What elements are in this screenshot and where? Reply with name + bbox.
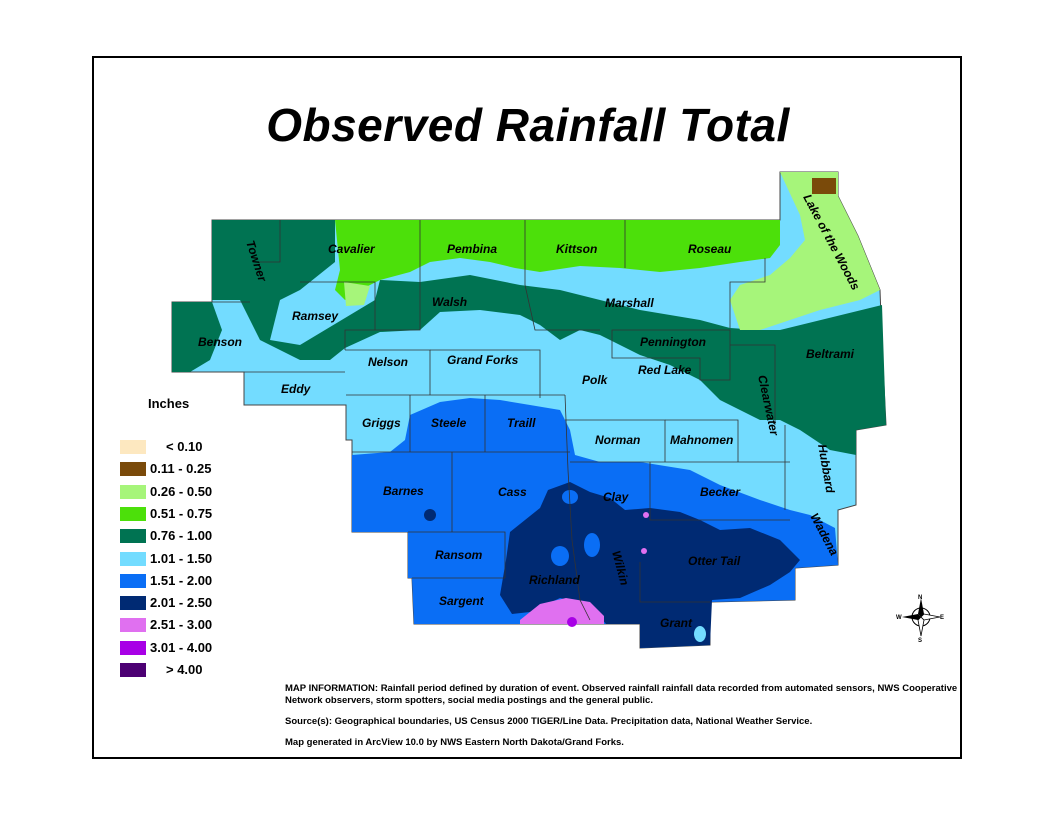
legend-swatch — [120, 573, 146, 588]
county-label-traill: Traill — [507, 416, 536, 430]
zone-bright-green — [335, 220, 780, 300]
county-label-mahnomen: Mahnomen — [670, 433, 733, 447]
legend-label: > 4.00 — [166, 662, 203, 677]
legend-label: < 0.10 — [166, 439, 203, 454]
county-label-red-lake: Red Lake — [638, 363, 692, 377]
county-label-nelson: Nelson — [368, 355, 408, 369]
zone-dark-green-benson — [172, 302, 222, 372]
legend-swatch — [120, 663, 146, 677]
info-generated: Map generated in ArcView 10.0 by NWS Eas… — [285, 737, 624, 748]
legend-swatch — [120, 440, 146, 454]
compass-n: N — [918, 595, 922, 601]
compass-s: S — [918, 638, 922, 642]
county-label-marshall: Marshall — [605, 296, 654, 310]
county-label-becker: Becker — [700, 485, 741, 499]
county-label-roseau: Roseau — [688, 242, 732, 256]
zone-pink-spot-2 — [641, 548, 647, 554]
compass-rose: N S E W — [896, 592, 946, 647]
legend-label: 1.51 - 2.00 — [150, 572, 213, 588]
legend-swatch — [120, 529, 146, 544]
county-label-norman: Norman — [595, 433, 640, 447]
zone-hole-4 — [694, 626, 706, 642]
county-label-cass: Cass — [498, 485, 527, 499]
county-label-grant: Grant — [660, 616, 693, 630]
legend-label: 0.51 - 0.75 — [150, 505, 213, 521]
county-label-griggs: Griggs — [362, 416, 401, 430]
legend-swatch — [120, 596, 146, 611]
legend-label: 2.51 - 3.00 — [150, 617, 213, 633]
zone-navy-spot — [424, 509, 436, 521]
legend-label: 2.01 - 2.50 — [150, 595, 213, 611]
zone-navy — [500, 482, 800, 648]
county-label-beltrami: Beltrami — [806, 347, 855, 361]
legend-swatch — [120, 506, 146, 521]
map-information: MAP INFORMATION: Rainfall period defined… — [285, 683, 965, 758]
legend-swatch — [120, 640, 146, 655]
legend-swatch — [120, 551, 146, 566]
zone-light-green-west — [344, 282, 370, 306]
legend-label: 0.11 - 0.25 — [150, 461, 212, 477]
legend-label: 0.76 - 1.00 — [150, 528, 213, 544]
zone-brown — [812, 178, 836, 194]
zone-pink-spot — [567, 617, 577, 627]
county-label-cavalier: Cavalier — [328, 242, 376, 256]
zone-hole-2 — [551, 546, 569, 566]
legend-label: 1.01 - 1.50 — [150, 550, 213, 566]
zone-hole-3 — [584, 533, 600, 557]
county-label-eddy: Eddy — [281, 382, 312, 396]
zone-light-green — [730, 172, 880, 330]
zone-pink-spot-3 — [643, 512, 649, 518]
county-label-otter-tail: Otter Tail — [688, 554, 741, 568]
county-label-polk: Polk — [582, 373, 609, 387]
zone-hole-1 — [562, 490, 578, 504]
county-label-benson: Benson — [198, 335, 242, 349]
legend-swatch — [120, 484, 146, 499]
legend-swatch — [120, 462, 146, 477]
county-label-clay: Clay — [603, 490, 630, 504]
county-label-grand-forks: Grand Forks — [447, 353, 519, 367]
zone-dark-green-west — [212, 220, 886, 455]
compass-e: E — [940, 615, 944, 621]
county-label-steele: Steele — [431, 416, 467, 430]
county-label-walsh: Walsh — [432, 295, 467, 309]
county-label-barnes: Barnes — [383, 484, 424, 498]
zone-pink — [520, 598, 604, 624]
legend-swatch — [120, 618, 146, 633]
county-label-richland: Richland — [529, 573, 580, 587]
info-sources: Source(s): Geographical boundaries, US C… — [285, 716, 813, 727]
compass-w: W — [896, 615, 902, 621]
county-label-ransom: Ransom — [435, 548, 483, 562]
legend-label: 3.01 - 4.00 — [150, 639, 213, 655]
map-title: Observed Rainfall Total — [266, 99, 790, 151]
county-label-ramsey: Ramsey — [292, 309, 339, 323]
county-boundaries — [212, 220, 790, 621]
county-label-kittson: Kittson — [556, 242, 597, 256]
legend-title: Inches — [148, 396, 190, 411]
legend-label: 0.26 - 0.50 — [150, 483, 213, 499]
county-label-pennington: Pennington — [640, 335, 706, 349]
county-label-pembina: Pembina — [447, 242, 497, 256]
county-label-sargent: Sargent — [439, 594, 485, 608]
info-map-information: MAP INFORMATION: Rainfall period defined… — [285, 683, 958, 706]
